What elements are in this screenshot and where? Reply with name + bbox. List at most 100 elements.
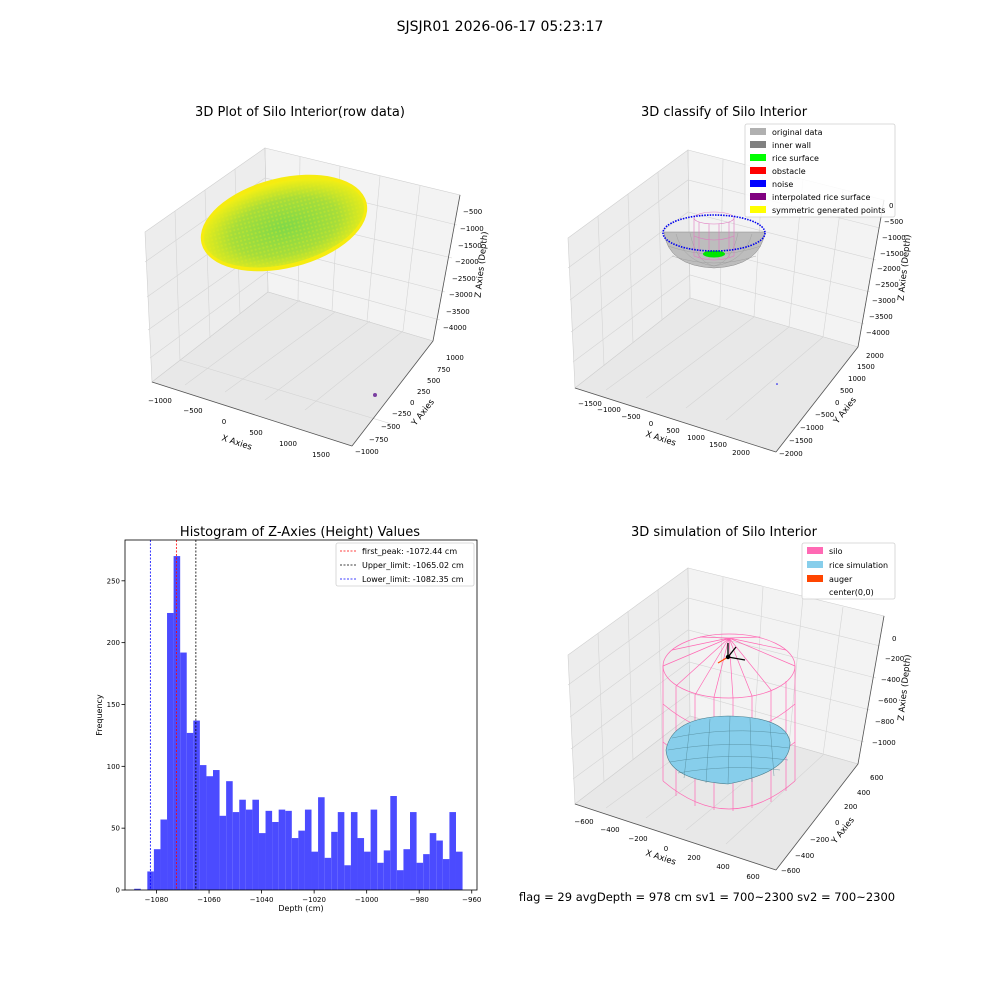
sim-y-label: Y Axies — [829, 815, 857, 847]
classify-grid-lines — [567, 149, 881, 421]
hist-bar — [304, 809, 312, 890]
classify-z-label: Z Axies (Depth) — [897, 234, 914, 301]
hist-bar — [272, 821, 279, 890]
classify-legend-swatch — [750, 206, 766, 213]
classify-legend-label: rice surface — [772, 154, 819, 163]
raw-z-tick: −2500 — [452, 275, 476, 283]
hist-y-tick-label: 0 — [116, 887, 120, 895]
hist-bar — [449, 812, 456, 890]
sim-center-point — [725, 654, 731, 660]
hist-y-ticks: 0 50 100 150 200 250 — [107, 577, 125, 895]
classify-axis-z — [857, 199, 885, 348]
classify-legend-label: symmetric generated points — [772, 206, 885, 215]
sim-rice-surface-body — [665, 715, 791, 785]
hist-bar — [180, 652, 187, 890]
hist-bar — [429, 833, 437, 890]
classify-y-tick: 1500 — [857, 363, 875, 371]
panel-simulation-3d: 3D simulation of Silo Interior — [567, 525, 913, 881]
hist-x-ticks: −1080 −1060 −1040 −1020 −1000 −980 −960 — [145, 890, 481, 904]
panel-classify-title: 3D classify of Silo Interior — [641, 105, 808, 120]
sim-y-tick: 200 — [844, 803, 857, 811]
raw-z-tick: −1500 — [458, 242, 482, 250]
classify-legend-swatch — [750, 193, 766, 200]
classify-y-tick: −1500 — [789, 437, 813, 445]
hist-bar — [416, 862, 424, 890]
hist-bar — [245, 809, 253, 890]
sim-legend: silo rice simulation auger center(0,0) — [801, 542, 896, 600]
hist-bar — [153, 849, 161, 890]
sim-rice-mesh — [667, 715, 790, 785]
hist-x-tick-label: −1020 — [302, 896, 326, 904]
sim-legend-label: auger — [829, 575, 853, 584]
raw-axis-y — [351, 340, 434, 447]
classify-z-ticks: 0 −500 −1000 −1500 −2000 −2500 −3000 −35… — [866, 202, 906, 337]
raw-axis-x — [151, 381, 353, 447]
figure-suptitle: SJSJR01 2026-06-17 05:23:17 — [397, 19, 604, 35]
panel-histogram: Histogram of Z-Axies (Height) Values −10… — [95, 525, 481, 913]
hist-x-tick-label: −1060 — [197, 896, 221, 904]
hist-legend: first_peak: -1072.44 cm Upper_limit: -10… — [335, 542, 475, 587]
hist-legend-label-lower: Lower_limit: -1082.35 cm — [362, 575, 464, 584]
hist-bar — [370, 809, 378, 890]
hist-bar — [265, 810, 273, 890]
panel-classify-3d: 3D classify of Silo Interior — [567, 105, 914, 458]
sim-x-tick: 0 — [664, 845, 668, 853]
sim-z-ticks: 0 −200 −400 −600 −800 −1000 — [872, 635, 904, 747]
hist-vlines — [149, 540, 197, 890]
classify-axis-x — [574, 387, 777, 453]
hist-y-label: Frequency — [95, 694, 104, 736]
hist-bar — [213, 770, 220, 890]
classify-z-tick: 0 — [889, 202, 893, 210]
hist-bar — [344, 865, 351, 890]
classify-y-tick: −500 — [815, 411, 834, 419]
sim-legend-label: rice simulation — [829, 561, 888, 570]
raw-y-tick: −1000 — [355, 448, 379, 456]
hist-bar — [199, 765, 207, 890]
classify-y-tick: −1000 — [800, 424, 824, 432]
hist-y-tick-label: 50 — [111, 825, 120, 833]
hist-bar — [252, 799, 259, 890]
hist-title: Histogram of Z-Axies (Height) Values — [180, 525, 420, 540]
classify-x-tick: 500 — [666, 427, 679, 435]
raw-z-tick: −4000 — [443, 324, 467, 332]
hist-bar — [291, 838, 299, 890]
classify-y-ticks: −2000 −1500 −1000 −500 0 500 1000 1500 2… — [779, 352, 884, 458]
classify-legend-swatch — [750, 128, 766, 135]
hist-bar — [206, 776, 213, 890]
raw-x-tick: 1000 — [279, 440, 297, 448]
classify-z-tick: −1500 — [880, 250, 904, 258]
hist-bar — [364, 851, 371, 890]
hist-bar — [331, 831, 338, 890]
classify-legend-label: inner wall — [772, 141, 811, 150]
raw-y-tick: 500 — [427, 377, 440, 385]
sim-legend-swatch — [807, 561, 823, 568]
classify-legend-label: original data — [772, 128, 823, 137]
hist-bar — [186, 732, 194, 890]
hist-x-tick-label: −960 — [462, 896, 481, 904]
sim-legend-entries: silo rice simulation auger center(0,0) — [807, 547, 888, 597]
sim-legend-label: silo — [829, 547, 843, 556]
classify-legend-swatch — [750, 167, 766, 174]
classify-legend-entries: original data inner wall rice surface ob… — [750, 128, 885, 215]
classify-noise-point — [776, 383, 778, 385]
sim-x-tick: −600 — [574, 818, 593, 826]
hist-y-tick-label: 100 — [107, 763, 120, 771]
classify-inner-wall-bowl — [663, 231, 766, 269]
sim-z-tick: 0 — [892, 635, 896, 643]
hist-legend-label-peak: first_peak: -1072.44 cm — [362, 547, 457, 556]
sim-y-tick: −600 — [781, 867, 800, 875]
hist-x-tick-label: −1080 — [145, 896, 169, 904]
hist-bar — [258, 833, 266, 890]
panel-raw-3d: 3D Plot of Silo Interior(row data) — [144, 105, 490, 459]
sim-z-tick: −1000 — [872, 739, 896, 747]
hist-bar — [410, 812, 417, 890]
sim-z-tick: −600 — [878, 697, 897, 705]
classify-noise-ring — [662, 214, 766, 252]
classify-x-tick: −1000 — [597, 406, 621, 414]
sim-legend-swatch — [807, 575, 823, 582]
classify-z-tick: −500 — [884, 218, 903, 226]
classify-y-tick: −2000 — [779, 450, 803, 458]
hist-x-tick-label: −980 — [410, 896, 429, 904]
classify-rice-surface — [703, 250, 725, 258]
